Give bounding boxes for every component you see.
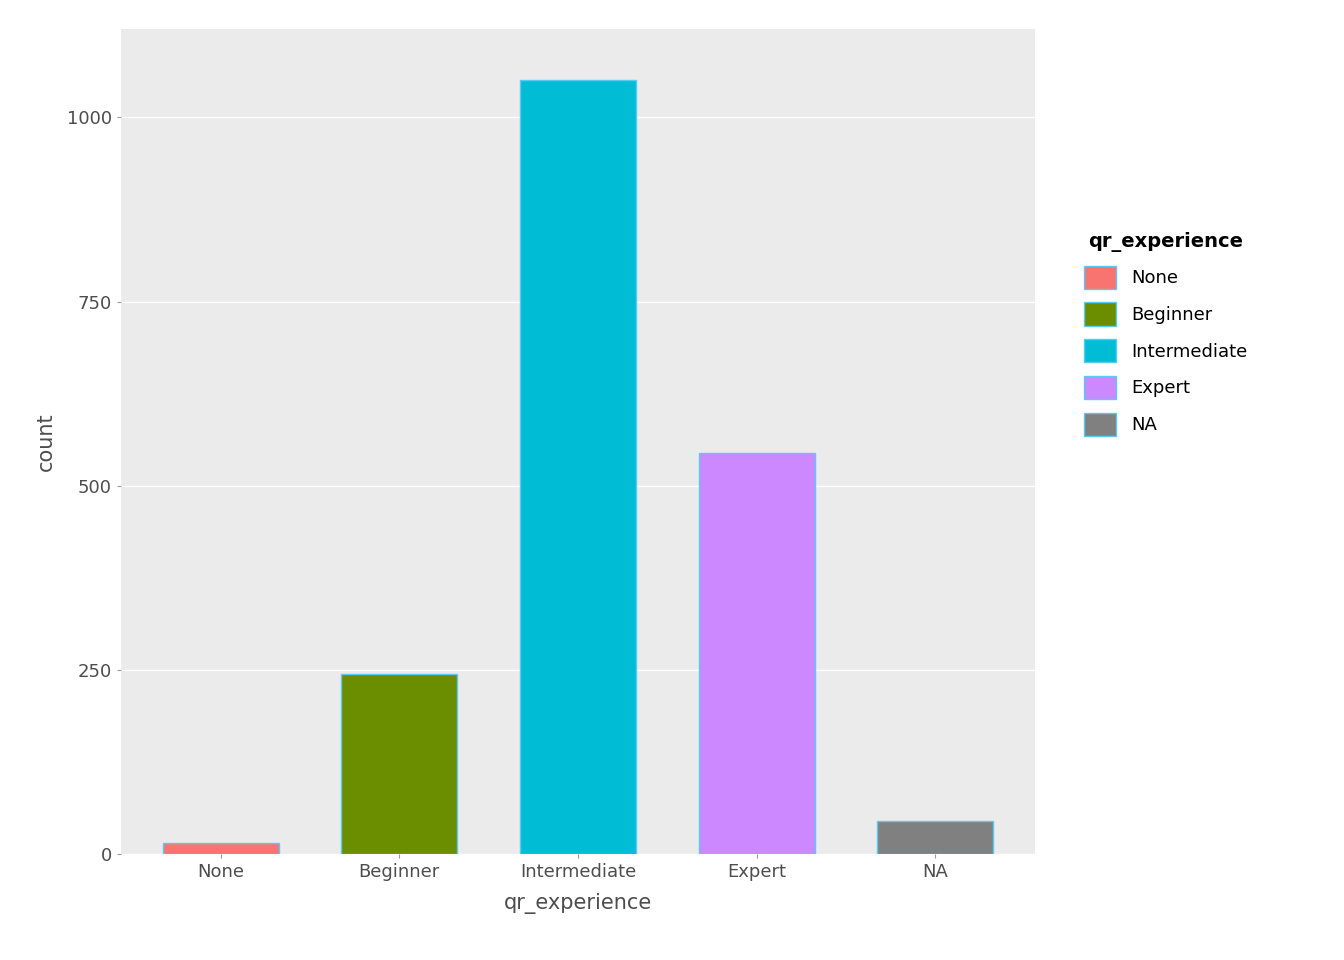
Y-axis label: count: count	[36, 412, 55, 471]
Bar	[163, 843, 278, 854]
Bar	[878, 821, 993, 854]
Bar	[341, 674, 457, 854]
Bar	[520, 81, 636, 854]
X-axis label: qr_experience: qr_experience	[504, 893, 652, 914]
Legend: None, Beginner, Intermediate, Expert, NA: None, Beginner, Intermediate, Expert, NA	[1071, 220, 1259, 448]
Bar	[699, 453, 814, 854]
